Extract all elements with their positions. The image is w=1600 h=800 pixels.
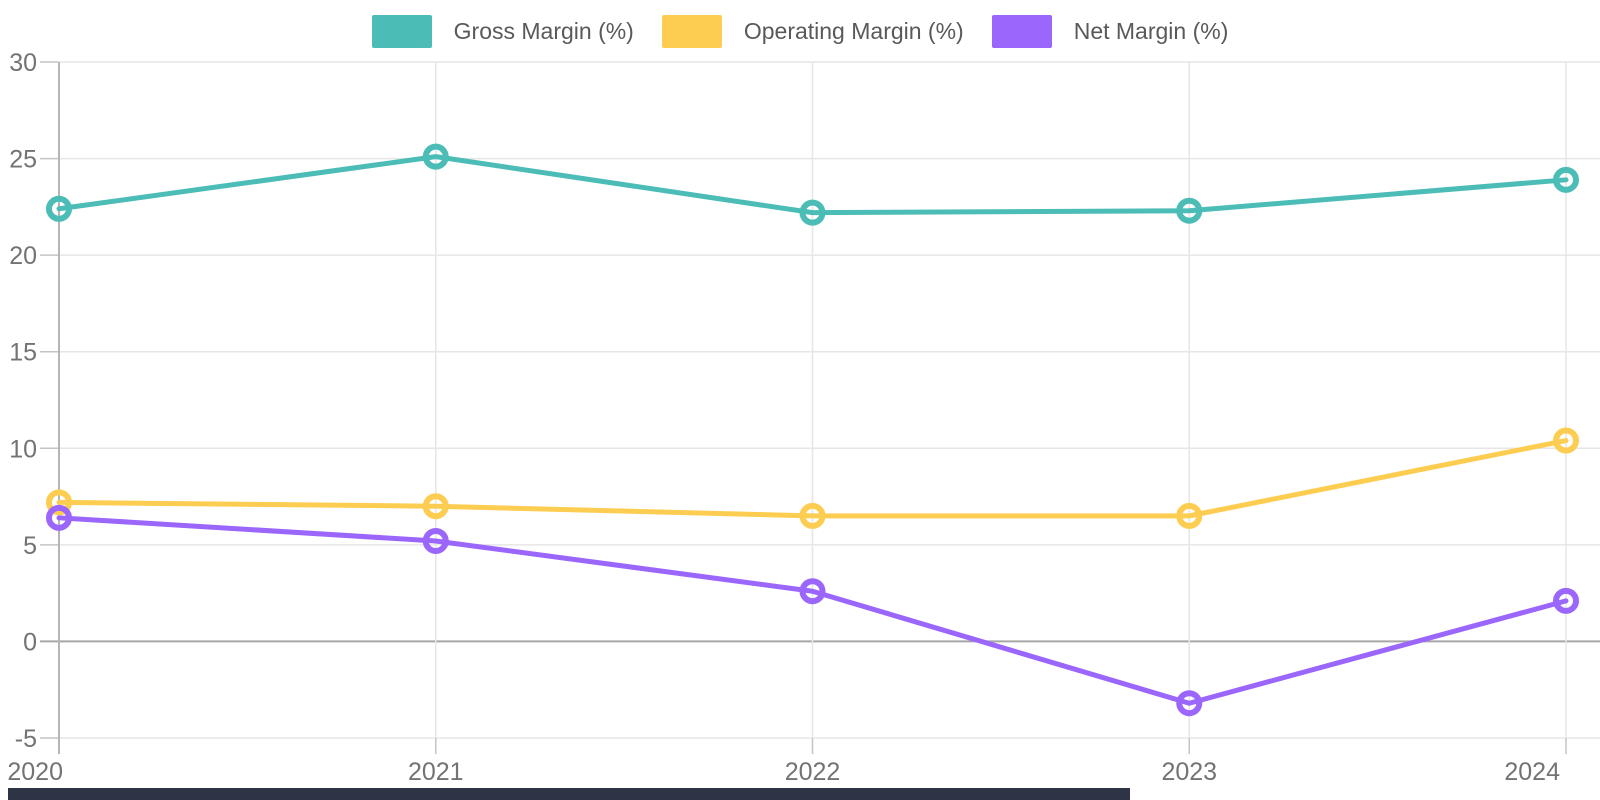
data-point-gross-margin-2020[interactable] <box>46 195 72 222</box>
x-axis-label: 2022 <box>785 758 841 786</box>
data-point-gross-margin-2024[interactable] <box>1553 166 1579 193</box>
series-line-gross-margin <box>56 154 1569 216</box>
data-point-operating-margin-2020[interactable] <box>46 489 72 516</box>
legend-label: Gross Margin (%) <box>453 17 634 44</box>
data-point-gross-margin-2023[interactable] <box>1176 197 1203 224</box>
y-axis-label: 5 <box>23 532 37 560</box>
series-line-operating-margin <box>56 438 1569 519</box>
x-axis-label: 2020 <box>7 758 63 786</box>
legend-item-operating-margin[interactable]: Operating Margin (%) <box>661 14 964 48</box>
legend-item-gross-margin[interactable]: Gross Margin (%) <box>371 14 634 48</box>
legend-swatch-icon <box>661 14 722 48</box>
data-point-net-margin-2023[interactable] <box>1176 690 1203 717</box>
chart-legend: Gross Margin (%) Operating Margin (%) Net … <box>0 12 1600 50</box>
data-point-gross-margin-2021[interactable] <box>422 143 449 170</box>
data-point-gross-margin-2022[interactable] <box>799 199 826 226</box>
legend-item-net-margin[interactable]: Net Margin (%) <box>991 14 1229 48</box>
data-point-operating-margin-2021[interactable] <box>422 493 449 520</box>
legend-label: Net Margin (%) <box>1073 17 1229 44</box>
bottom-bar-fragment <box>8 788 1130 800</box>
data-point-operating-margin-2024[interactable] <box>1553 427 1579 454</box>
x-axis-label: 2024 <box>1504 758 1560 786</box>
y-axis-label: 15 <box>9 339 37 367</box>
legend-label: Operating Margin (%) <box>743 17 964 44</box>
data-point-operating-margin-2023[interactable] <box>1176 502 1203 529</box>
data-point-net-margin-2020[interactable] <box>46 504 72 531</box>
y-axis-label: 0 <box>23 628 37 656</box>
y-axis-label: 25 <box>9 146 37 174</box>
data-point-net-margin-2022[interactable] <box>799 578 826 605</box>
y-axis-label: 10 <box>9 435 37 463</box>
series-line-net-margin <box>56 515 1569 706</box>
x-axis-label: 2023 <box>1161 758 1217 786</box>
data-point-net-margin-2024[interactable] <box>1553 587 1579 614</box>
legend-swatch-icon <box>991 14 1052 48</box>
x-axis-label: 2021 <box>408 758 464 786</box>
legend-swatch-icon <box>371 14 432 48</box>
y-axis-label: -5 <box>15 725 37 753</box>
y-axis-label: 20 <box>9 242 37 270</box>
data-point-net-margin-2021[interactable] <box>422 527 449 554</box>
data-point-operating-margin-2022[interactable] <box>799 502 826 529</box>
y-axis-label: 30 <box>9 49 37 77</box>
